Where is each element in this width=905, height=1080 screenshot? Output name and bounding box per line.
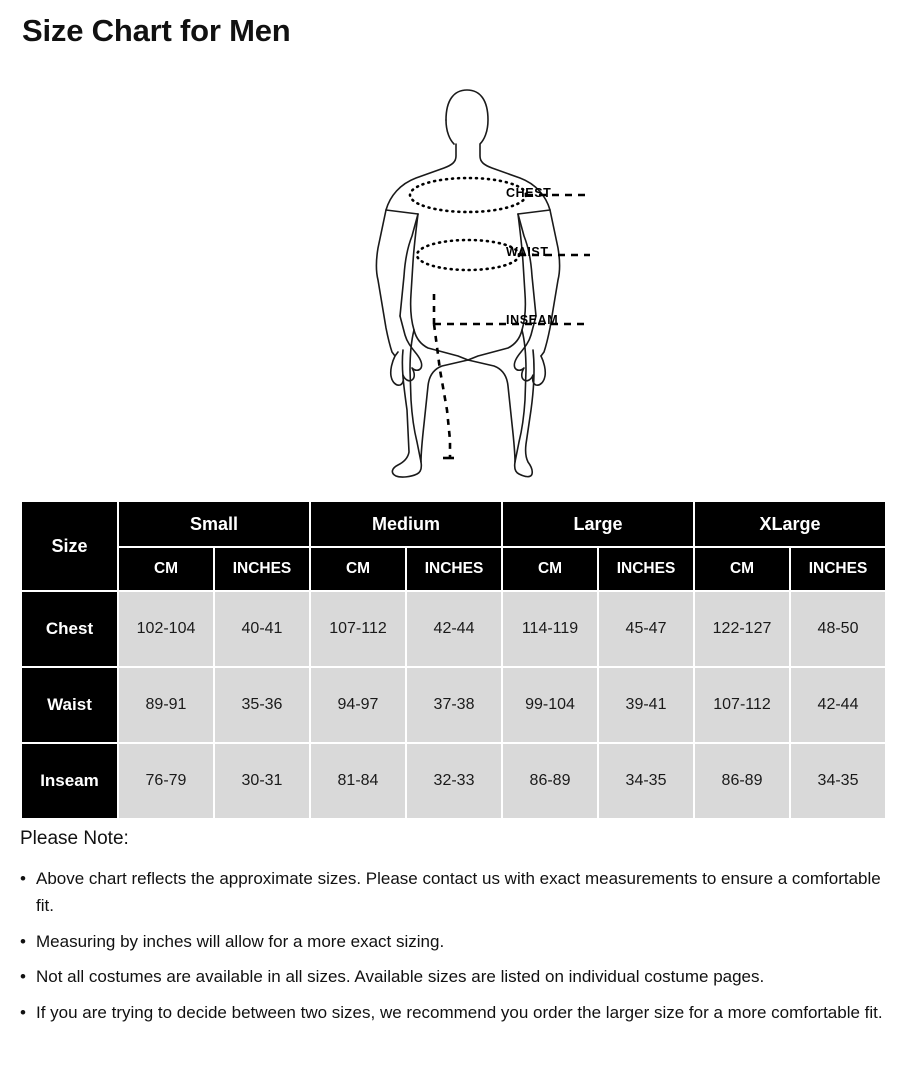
table-body: Chest 102-104 40-41 107-112 42-44 114-11… (20, 590, 888, 820)
header-group-xlarge: XLarge (693, 500, 888, 548)
row-label-chest: Chest (20, 590, 119, 668)
table-row: Chest 102-104 40-41 107-112 42-44 114-11… (20, 590, 888, 668)
notes-section: Please Note: • Above chart reflects the … (20, 828, 890, 1034)
note-text: Measuring by inches will allow for a mor… (36, 931, 445, 951)
cell-inseam-medium-cm: 81-84 (309, 742, 407, 820)
header-unit-medium-inches: INCHES (404, 546, 504, 592)
bullet-icon: • (20, 868, 26, 888)
cell-waist-large-cm: 99-104 (501, 666, 600, 744)
header-unit-large-inches: INCHES (597, 546, 696, 592)
cell-chest-large-cm: 114-119 (501, 590, 600, 668)
cell-waist-medium-inches: 37-38 (404, 666, 504, 744)
header-unit-xlarge-inches: INCHES (789, 546, 888, 592)
header-unit-small-cm: CM (117, 546, 215, 592)
cell-chest-medium-cm: 107-112 (309, 590, 407, 668)
cell-waist-medium-cm: 94-97 (309, 666, 407, 744)
cell-chest-xlarge-cm: 122-127 (693, 590, 792, 668)
body-diagram-section: CHEST WAIST INSEAM (0, 80, 905, 490)
bullet-icon: • (20, 931, 26, 951)
cell-chest-xlarge-inches: 48-50 (789, 590, 888, 668)
cell-waist-xlarge-cm: 107-112 (693, 666, 792, 744)
header-group-large: Large (501, 500, 696, 548)
bullet-icon: • (20, 1002, 26, 1022)
size-chart-table: Size Small Medium Large XLarge CM INCHES… (20, 500, 888, 820)
row-label-inseam: Inseam (20, 742, 119, 820)
note-text: Above chart reflects the approximate siz… (36, 868, 881, 916)
header-size: Size (20, 500, 119, 592)
table-header-row-units: CM INCHES CM INCHES CM INCHES CM INCHES (21, 546, 888, 592)
header-group-small: Small (117, 500, 311, 548)
cell-inseam-medium-inches: 32-33 (404, 742, 504, 820)
table-row: Inseam 76-79 30-31 81-84 32-33 86-89 34-… (20, 742, 888, 820)
note-item: • Not all costumes are available in all … (20, 963, 890, 991)
cell-inseam-large-inches: 34-35 (597, 742, 696, 820)
cell-chest-large-inches: 45-47 (597, 590, 696, 668)
cell-inseam-large-cm: 86-89 (501, 742, 600, 820)
note-item: • If you are trying to decide between tw… (20, 999, 890, 1027)
table-header-row-groups: Size Small Medium Large XLarge (20, 500, 888, 592)
note-text: If you are trying to decide between two … (36, 1002, 883, 1022)
cell-waist-small-cm: 89-91 (117, 666, 215, 744)
cell-chest-small-inches: 40-41 (213, 590, 311, 668)
bullet-icon: • (20, 967, 26, 987)
note-text: Not all costumes are available in all si… (36, 967, 765, 987)
page-title: Size Chart for Men (22, 13, 291, 48)
cell-chest-small-cm: 102-104 (117, 590, 215, 668)
header-unit-large-cm: CM (501, 546, 600, 592)
table-row: Waist 89-91 35-36 94-97 37-38 99-104 39-… (20, 666, 888, 744)
header-group-medium: Medium (308, 500, 504, 548)
table-header: Size Small Medium Large XLarge CM INCHES… (20, 500, 888, 592)
header-unit-xlarge-cm: CM (693, 546, 792, 592)
cell-chest-medium-inches: 42-44 (404, 590, 504, 668)
note-item: • Measuring by inches will allow for a m… (20, 928, 890, 956)
header-unit-small-inches: INCHES (213, 546, 311, 592)
male-body-measurement-diagram (375, 89, 590, 478)
cell-waist-large-inches: 39-41 (597, 666, 696, 744)
cell-inseam-xlarge-inches: 34-35 (789, 742, 888, 820)
cell-waist-small-inches: 35-36 (213, 666, 311, 744)
header-unit-medium-cm: CM (309, 546, 407, 592)
cell-inseam-xlarge-cm: 86-89 (693, 742, 792, 820)
cell-inseam-small-inches: 30-31 (213, 742, 311, 820)
row-label-waist: Waist (20, 666, 119, 744)
notes-heading: Please Note: (20, 828, 129, 849)
cell-waist-xlarge-inches: 42-44 (789, 666, 888, 744)
cell-inseam-small-cm: 76-79 (117, 742, 215, 820)
note-item: • Above chart reflects the approximate s… (20, 865, 890, 920)
